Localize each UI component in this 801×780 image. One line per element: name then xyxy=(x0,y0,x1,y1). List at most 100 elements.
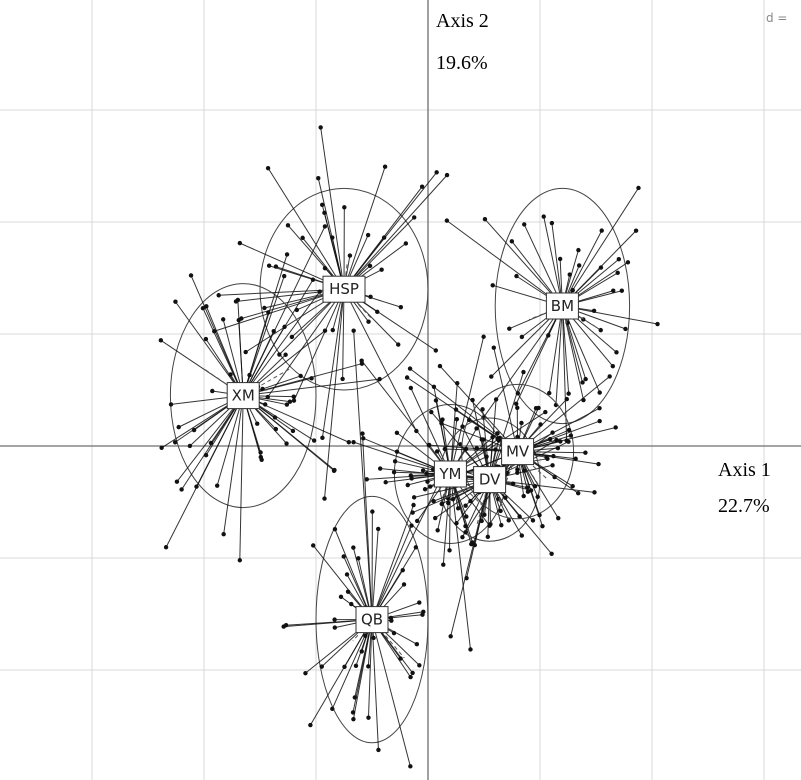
data-point xyxy=(303,670,308,676)
data-point xyxy=(284,402,290,407)
star-line xyxy=(433,386,451,475)
star-line xyxy=(561,187,639,307)
data-point xyxy=(597,390,602,395)
star-line xyxy=(371,481,440,620)
data-point xyxy=(290,428,296,434)
data-point xyxy=(340,376,345,382)
group-label-ym: YM xyxy=(433,460,467,488)
group-label-text: YM xyxy=(438,465,461,483)
data-point xyxy=(330,706,335,712)
data-point xyxy=(570,287,575,293)
data-point xyxy=(522,222,527,227)
star-line xyxy=(439,365,518,452)
star-line xyxy=(242,312,269,396)
data-point xyxy=(417,600,422,605)
data-point xyxy=(633,228,639,233)
group-label-text: DV xyxy=(479,471,501,489)
data-point xyxy=(432,515,438,521)
data-point xyxy=(365,232,371,238)
data-point xyxy=(566,439,571,444)
data-point xyxy=(173,299,178,304)
data-point xyxy=(454,521,459,526)
data-point xyxy=(434,170,439,175)
data-point xyxy=(389,618,394,623)
data-point xyxy=(437,363,443,369)
star-line xyxy=(410,387,451,475)
group-labels: HSP XM BM YM DV MV QB xyxy=(226,275,579,634)
confidence-ellipse xyxy=(461,383,575,520)
data-point xyxy=(174,479,180,484)
data-point xyxy=(322,224,328,229)
data-point xyxy=(489,374,494,379)
data-point xyxy=(281,624,286,629)
data-point xyxy=(379,267,384,272)
data-point xyxy=(228,372,233,377)
data-point xyxy=(322,496,327,501)
data-point xyxy=(532,484,538,489)
data-point xyxy=(298,373,303,379)
data-point xyxy=(351,439,356,445)
star-line xyxy=(242,275,285,396)
data-point xyxy=(550,463,555,468)
data-point xyxy=(408,385,414,391)
data-point xyxy=(408,764,413,769)
data-point xyxy=(474,426,479,431)
data-point xyxy=(431,498,436,504)
x-axis-value: 22.7% xyxy=(718,495,770,517)
data-point xyxy=(440,417,445,422)
star-line xyxy=(352,619,373,720)
data-point xyxy=(341,554,346,559)
group-label-mv: MV xyxy=(501,438,535,466)
data-point xyxy=(370,509,375,514)
star-line xyxy=(409,368,518,452)
star-line xyxy=(551,222,563,307)
data-point xyxy=(359,358,364,363)
data-point xyxy=(549,220,555,226)
data-point xyxy=(187,443,193,449)
data-point xyxy=(610,363,616,369)
data-point xyxy=(515,470,520,475)
data-point xyxy=(517,514,522,519)
data-point xyxy=(580,380,585,385)
data-point xyxy=(237,240,243,246)
data-point xyxy=(366,664,371,669)
data-point xyxy=(506,518,511,523)
data-point xyxy=(168,402,174,407)
star-line xyxy=(371,525,412,620)
star-line xyxy=(239,395,244,561)
data-point xyxy=(583,450,588,455)
data-point xyxy=(552,474,557,480)
data-point xyxy=(417,663,422,668)
data-point xyxy=(265,165,271,171)
data-point xyxy=(481,334,486,339)
data-point xyxy=(491,345,496,350)
data-point xyxy=(546,333,551,338)
data-point xyxy=(401,582,407,587)
data-point xyxy=(311,543,316,548)
data-point xyxy=(277,352,282,357)
data-point xyxy=(447,548,452,553)
data-point xyxy=(163,545,169,550)
data-point xyxy=(322,328,328,333)
confidence-ellipse xyxy=(494,187,631,425)
data-point xyxy=(282,273,287,279)
data-point xyxy=(364,477,369,482)
data-point xyxy=(541,214,546,219)
confidence-ellipse xyxy=(315,495,429,744)
dashed-segment xyxy=(528,305,563,320)
data-point xyxy=(521,369,526,375)
data-point xyxy=(444,172,450,178)
data-point xyxy=(636,185,641,191)
data-point xyxy=(448,634,453,639)
data-point xyxy=(347,253,353,258)
star-line xyxy=(561,305,584,401)
data-point xyxy=(237,558,243,563)
data-point xyxy=(285,223,291,228)
data-point xyxy=(330,327,335,333)
star-line xyxy=(548,305,563,394)
data-point xyxy=(409,523,414,528)
data-point xyxy=(284,252,290,257)
data-point xyxy=(382,164,388,169)
x-axis-label: Axis 1 xyxy=(718,459,771,481)
data-point xyxy=(283,352,288,357)
